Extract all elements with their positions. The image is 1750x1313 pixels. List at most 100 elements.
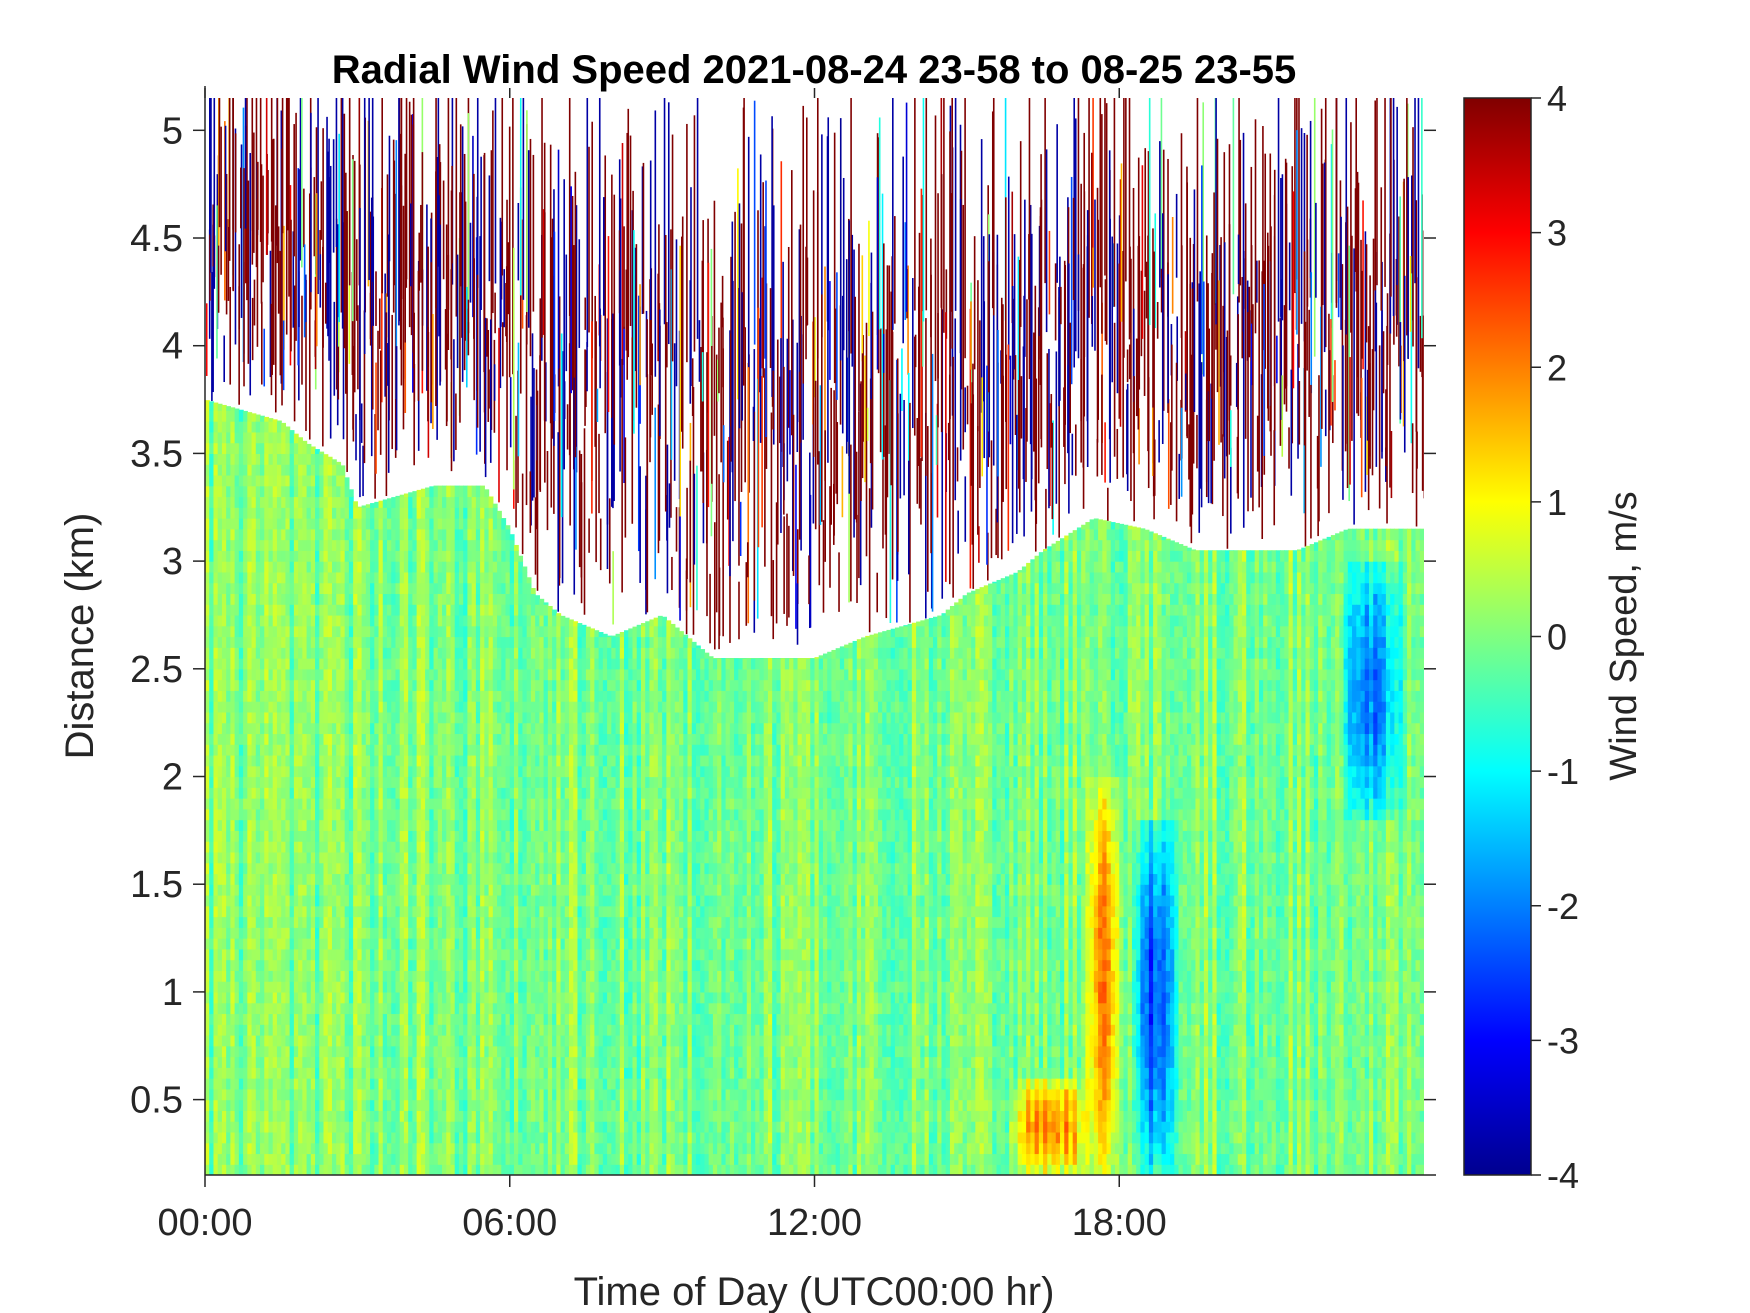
- field-cell: [230, 1034, 236, 1047]
- field-cell: [387, 970, 392, 982]
- field-cell: [205, 539, 210, 551]
- field-cell: [281, 550, 287, 562]
- noise-streak: [1158, 420, 1160, 463]
- field-cell: [357, 604, 363, 616]
- field-cell: [234, 808, 240, 821]
- field-cell: [420, 948, 426, 961]
- field-cell: [276, 1110, 282, 1122]
- field-cell: [340, 862, 346, 875]
- field-cell: [226, 442, 231, 455]
- field-cell: [412, 851, 418, 864]
- field-cell: [276, 787, 282, 799]
- noise-streak: [335, 98, 338, 248]
- noise-streak: [329, 165, 332, 439]
- field-cell: [276, 604, 282, 616]
- field-cell: [399, 981, 405, 993]
- noise-streak: [841, 446, 844, 518]
- noise-streak: [783, 516, 785, 614]
- field-cell: [387, 916, 392, 928]
- field-cell: [217, 431, 223, 444]
- field-cell: [310, 1078, 316, 1090]
- field-cell: [272, 765, 278, 778]
- field-cell: [336, 582, 342, 595]
- noise-streak: [718, 474, 720, 650]
- field-cell: [408, 679, 413, 691]
- noise-streak: [956, 447, 959, 482]
- field-cell: [319, 474, 325, 487]
- field-cell: [302, 744, 308, 756]
- field-cell: [272, 528, 278, 541]
- field-cell: [391, 841, 397, 853]
- field-cell: [272, 1088, 278, 1101]
- field-cell: [340, 701, 346, 713]
- field-cell: [420, 679, 426, 691]
- noise-streak: [1080, 183, 1082, 463]
- field-cell: [306, 582, 312, 595]
- field-cell: [425, 970, 430, 982]
- field-cell: [353, 819, 358, 831]
- field-cell: [289, 830, 295, 842]
- field-cell: [285, 647, 291, 659]
- field-cell: [315, 571, 320, 584]
- field-cell: [264, 884, 270, 896]
- noise-streak: [500, 221, 502, 327]
- noise-streak: [1148, 98, 1151, 325]
- noise-streak: [799, 224, 802, 443]
- field-cell: [327, 862, 333, 875]
- noise-streak: [1345, 98, 1348, 335]
- noise-streak: [1058, 287, 1060, 407]
- field-cell: [226, 841, 231, 853]
- noise-streak: [689, 460, 692, 583]
- field-cell: [293, 959, 299, 971]
- field-cell: [310, 873, 316, 885]
- field-cell: [285, 690, 291, 702]
- field-cell: [281, 539, 287, 551]
- field-cell: [348, 489, 354, 498]
- field-cell: [399, 668, 405, 681]
- field-cell: [433, 1164, 439, 1175]
- field-cell: [238, 409, 244, 411]
- noise-streak: [988, 261, 990, 393]
- field-cell: [382, 518, 388, 530]
- field-cell: [298, 711, 303, 724]
- field-cell: [264, 916, 270, 928]
- field-cell: [442, 582, 447, 595]
- field-cell: [285, 776, 291, 788]
- field-cell: [251, 1131, 257, 1144]
- noise-streak: [1303, 133, 1306, 342]
- field-cell: [429, 722, 435, 735]
- field-cell: [293, 539, 299, 551]
- field-cell: [298, 1142, 303, 1155]
- field-cell: [226, 453, 231, 465]
- field-cell: [209, 884, 215, 896]
- field-cell: [298, 614, 303, 627]
- field-cell: [310, 464, 316, 476]
- field-cell: [323, 528, 329, 541]
- field-cell: [395, 830, 401, 842]
- noise-streak: [1280, 177, 1282, 317]
- field-cell: [412, 905, 418, 918]
- field-cell: [353, 625, 358, 638]
- field-cell: [382, 733, 388, 745]
- field-cell: [289, 539, 295, 551]
- field-cell: [319, 905, 325, 918]
- field-cell: [276, 1153, 282, 1165]
- field-cell: [247, 614, 253, 627]
- field-cell: [412, 658, 418, 670]
- field-cell: [205, 1078, 210, 1090]
- field-cell: [315, 765, 320, 778]
- noise-streak: [1237, 234, 1240, 285]
- field-cell: [251, 1013, 257, 1025]
- field-cell: [370, 841, 375, 853]
- field-cell: [272, 851, 278, 864]
- field-cell: [412, 1142, 418, 1155]
- noise-streak: [1309, 120, 1312, 278]
- field-cell: [425, 1142, 430, 1155]
- field-cell: [340, 1099, 346, 1111]
- field-cell: [348, 894, 354, 907]
- field-cell: [306, 1013, 312, 1025]
- field-cell: [336, 722, 342, 735]
- field-cell: [331, 711, 337, 724]
- field-cell: [420, 819, 426, 831]
- field-cell: [247, 1121, 253, 1133]
